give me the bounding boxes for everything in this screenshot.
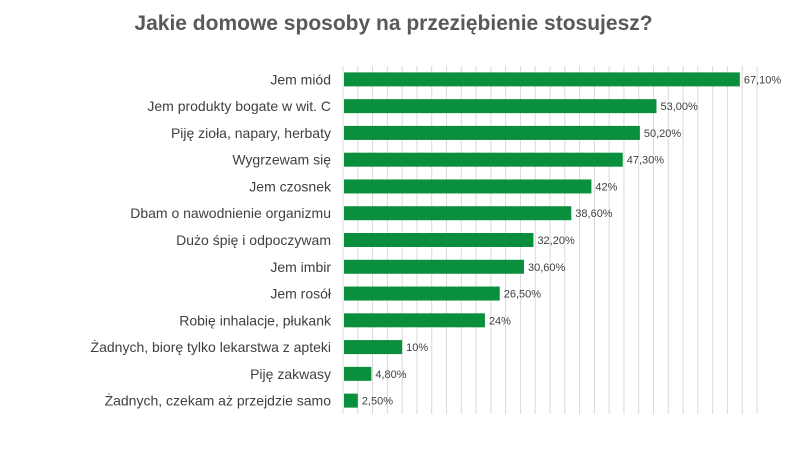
data-label: 30,60% [528,262,566,274]
bar [344,393,358,408]
bar [344,72,740,87]
data-label: 42% [595,181,617,193]
category-label: Żadnych, czekam aż przejdzie samo [105,392,332,409]
data-label: 24% [489,315,511,327]
data-label: 47,30% [627,155,665,167]
data-label: 2,50% [362,396,393,408]
bar [344,233,534,247]
chart-title: Jakie domowe sposoby na przeziębienie st… [134,12,653,35]
category-label: Jem produkty bogate w wit. C [147,98,331,114]
data-label: 32,20% [537,235,575,247]
category-label: Żadnych, biorę tylko lekarstwa z apteki [91,338,331,355]
category-label: Piję zioła, napary, herbaty [171,125,331,141]
data-label: 38,60% [575,208,613,220]
bar [344,125,640,140]
category-label: Jem imbir [270,259,331,275]
category-label: Wygrzewam się [232,152,331,168]
bar [344,259,524,274]
data-label: 26,50% [504,289,542,301]
category-label: Jem czosnek [249,178,332,194]
bar [344,206,572,221]
data-label: 50,20% [644,128,682,140]
category-label: Robię inhalacje, płukank [179,312,332,328]
data-label: 4,80% [375,369,406,381]
category-label: Jem miód [270,71,331,87]
category-label: Dbam o nawodnienie organizmu [130,205,331,221]
data-label: 53,00% [660,101,698,113]
category-label: Dużo śpię i odpoczywam [176,232,331,248]
bar [344,313,485,328]
bar [344,179,592,194]
data-label: 10% [406,342,428,354]
category-label: Jem rosół [270,286,332,302]
bar [344,340,403,355]
data-label: 67,10% [744,74,782,86]
bar [344,366,372,381]
category-label: Piję zakwasy [250,366,331,382]
bar [344,152,623,167]
bar [344,286,500,301]
bar [344,99,657,114]
